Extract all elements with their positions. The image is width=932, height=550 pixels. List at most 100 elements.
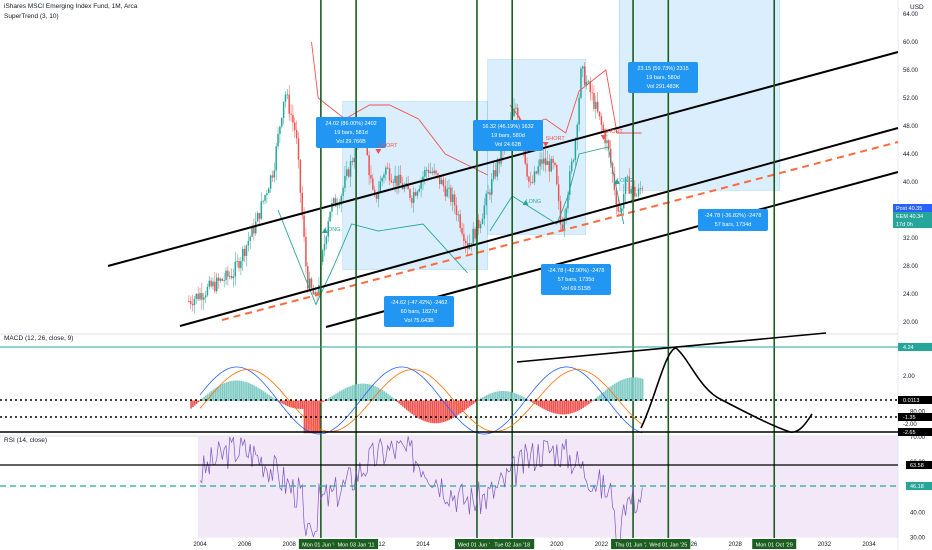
macd-bar xyxy=(218,385,220,401)
candle xyxy=(634,186,636,197)
candle xyxy=(424,170,426,177)
macd-bar xyxy=(619,380,622,401)
macd-bar xyxy=(565,400,568,415)
macd-bar xyxy=(606,388,609,401)
macd-bar xyxy=(316,400,319,434)
macd-bar xyxy=(634,377,637,401)
macd-bar xyxy=(364,383,367,401)
candle xyxy=(409,189,411,198)
macd-bar xyxy=(496,391,499,401)
macd-bar xyxy=(379,388,382,401)
price-axis-tick: 20.00 xyxy=(903,320,919,326)
macd-bar xyxy=(604,390,607,401)
macd-bar xyxy=(210,390,213,401)
price-tag xyxy=(893,204,932,212)
candle xyxy=(472,228,474,244)
candle xyxy=(438,174,441,185)
candle xyxy=(305,236,307,267)
candle xyxy=(199,293,201,300)
measure-label-line: 24.02 (86.00%) 2402 xyxy=(325,121,376,127)
macd-bar xyxy=(483,396,486,401)
macd-bar xyxy=(485,395,488,401)
measure-label-line: 57 bars, 1735d xyxy=(558,277,595,283)
candle xyxy=(385,167,387,175)
macd-bar xyxy=(366,383,369,401)
macd-bar xyxy=(426,400,428,422)
candle xyxy=(240,261,242,269)
macd-bar xyxy=(591,400,594,402)
macd-bar xyxy=(530,400,532,402)
candle xyxy=(193,298,196,306)
candle xyxy=(392,182,395,184)
macd-bar xyxy=(584,400,586,407)
macd-bar xyxy=(435,400,438,424)
candle xyxy=(284,94,287,102)
candle xyxy=(433,170,435,174)
candle xyxy=(442,179,445,187)
macd-bar xyxy=(539,400,542,408)
macd-bar xyxy=(290,400,293,408)
measure-label-line: 23.15 (59.73%) 2315 xyxy=(637,66,688,72)
macd-bar xyxy=(374,386,376,401)
candle xyxy=(238,261,240,269)
candle xyxy=(245,245,248,257)
candle xyxy=(513,108,515,117)
candle xyxy=(219,278,222,281)
candle xyxy=(587,81,590,83)
candle xyxy=(303,215,305,237)
rsi-tag-text: 46.18 xyxy=(910,484,924,490)
rsi-tag-text: 63.58 xyxy=(910,463,924,469)
macd-bar xyxy=(359,383,361,401)
candle xyxy=(307,266,309,289)
macd-bar xyxy=(441,400,443,423)
macd-bar xyxy=(355,384,358,401)
macd-bar xyxy=(582,400,584,408)
candle xyxy=(569,171,571,195)
macd-bar xyxy=(472,400,475,404)
macd-bar xyxy=(573,400,575,413)
measure-label-box xyxy=(628,62,698,93)
macd-bar xyxy=(205,395,207,401)
candle xyxy=(249,236,251,242)
candle xyxy=(202,297,205,300)
candle xyxy=(308,278,311,289)
price-tag xyxy=(893,212,932,220)
candle xyxy=(455,205,458,216)
candle xyxy=(585,81,588,86)
macd-bar xyxy=(389,395,391,401)
candle xyxy=(338,204,341,206)
candle xyxy=(197,293,199,300)
macd-bar xyxy=(197,400,200,403)
macd-bar xyxy=(324,400,326,402)
measure-label-line: -24.62 (-47.42%) -2462 xyxy=(391,300,448,306)
candle xyxy=(290,113,292,115)
macd-bar xyxy=(368,384,371,401)
macd-bar xyxy=(608,387,611,401)
macd-bar xyxy=(448,400,451,420)
measure-label-line: Vol 69.515B xyxy=(561,286,591,292)
macd-bar xyxy=(498,391,501,401)
x-axis-tick: 2012 xyxy=(372,542,386,548)
candle xyxy=(565,208,567,218)
macd-tag-text: 0.0113 xyxy=(903,398,919,404)
candle xyxy=(323,244,326,251)
candle xyxy=(383,174,385,178)
candle xyxy=(448,187,450,189)
macd-bar xyxy=(327,398,330,401)
candle xyxy=(544,158,547,165)
macd-bar xyxy=(630,377,633,401)
candle xyxy=(232,276,235,279)
candle xyxy=(491,179,493,195)
date-marker-box xyxy=(646,539,691,549)
macd-histogram xyxy=(190,377,644,434)
macd-tag xyxy=(898,396,932,404)
macd-bar xyxy=(511,392,514,401)
macd-tag-text: -2.65 xyxy=(903,430,916,436)
candle xyxy=(221,278,224,281)
macd-bar xyxy=(476,400,479,402)
candle xyxy=(613,173,616,190)
x-axis-tick: 2032 xyxy=(818,542,832,548)
candle xyxy=(492,170,495,180)
macd-bar xyxy=(543,400,545,410)
